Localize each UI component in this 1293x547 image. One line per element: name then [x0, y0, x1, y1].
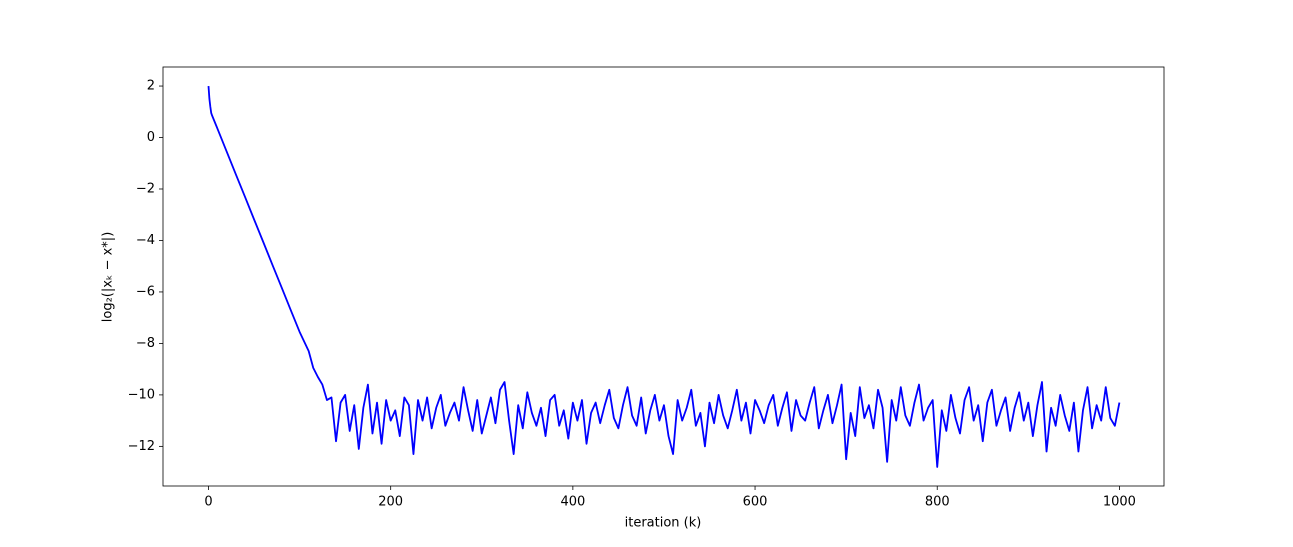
x-tick-label: 600 [743, 495, 768, 510]
y-tick-label: −8 [136, 336, 155, 351]
y-tick-label: −12 [128, 439, 155, 454]
y-tick-label: −6 [136, 284, 155, 299]
x-tick-label: 1000 [1103, 495, 1136, 510]
x-tick-label: 0 [204, 495, 212, 510]
y-tick-label: 0 [147, 130, 155, 145]
x-axis-label: iteration (k) [625, 516, 702, 531]
y-tick-label: −10 [128, 387, 155, 402]
y-tick-label: 2 [147, 79, 155, 94]
plot-frame [162, 66, 1165, 487]
data-line [207, 85, 1121, 468]
x-tick-label: 800 [925, 495, 950, 510]
y-axis-label: log₂(|xₖ − x*|) [101, 232, 116, 323]
x-tick-label: 200 [378, 495, 403, 510]
y-tick-label: −2 [136, 181, 155, 196]
y-tick-label: −4 [136, 233, 155, 248]
x-tick-label: 400 [560, 495, 585, 510]
